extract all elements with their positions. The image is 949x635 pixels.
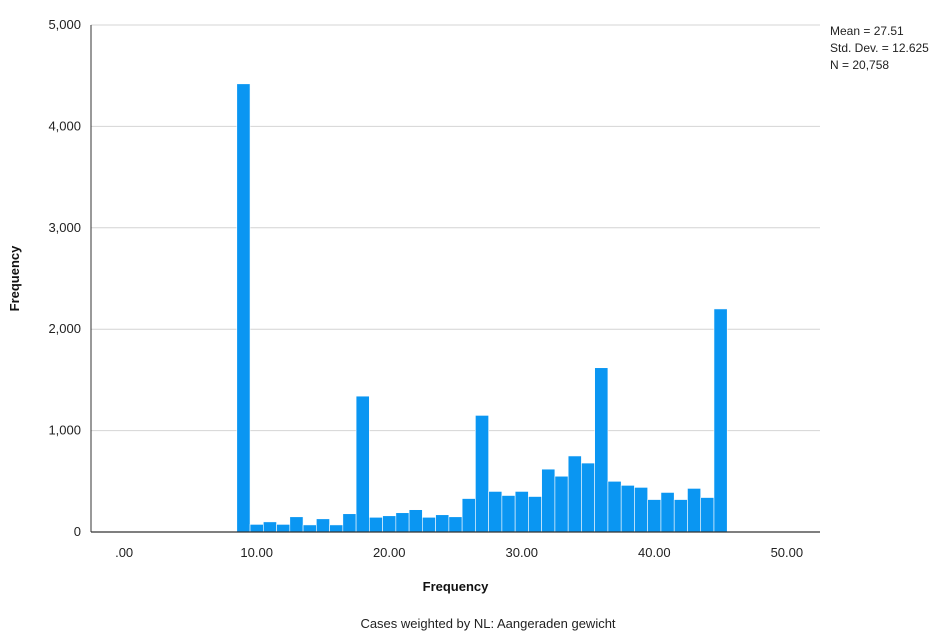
histogram-bar-7 — [329, 524, 344, 533]
y-tick-label-3: 3,000 — [48, 220, 81, 235]
stats-box: Mean = 27.51 Std. Dev. = 12.625 N = 20,7… — [830, 24, 929, 72]
stats-mean: Mean = 27.51 — [830, 24, 904, 38]
histogram-bar-9 — [355, 395, 370, 533]
y-tick-label-0: 0 — [74, 524, 81, 539]
histogram-bar-3 — [276, 524, 291, 533]
histogram-bar-36 — [713, 308, 728, 533]
stats-std-dev: Std. Dev. = 12.625 — [830, 41, 929, 55]
weighting-footnote: Cases weighted by NL: Aangeraden gewicht — [360, 616, 615, 631]
axes — [90, 25, 820, 533]
histogram-bar-13 — [408, 509, 423, 533]
gridlines — [91, 24, 820, 432]
histogram-bar-17 — [461, 498, 476, 533]
histogram-bar-24 — [554, 475, 569, 533]
histogram-bar-6 — [316, 518, 330, 533]
histogram-bar-10 — [369, 516, 383, 533]
histogram-bar-28 — [607, 480, 622, 533]
histogram-bar-32 — [660, 492, 675, 533]
histogram-bar-2 — [263, 521, 277, 533]
histogram-bar-30 — [634, 487, 648, 533]
histogram-bar-33 — [673, 499, 688, 533]
histogram-bar-22 — [528, 496, 542, 533]
histogram-bar-23 — [541, 468, 556, 533]
x-tick-label-1: 10.00 — [240, 545, 273, 560]
histogram-bar-31 — [647, 499, 662, 533]
histogram-bar-20 — [501, 495, 516, 533]
x-tick-label-5: 50.00 — [771, 545, 804, 560]
x-tick-label-0: .00 — [115, 545, 133, 560]
histogram-bar-8 — [342, 513, 357, 533]
y-tick-label-4: 4,000 — [48, 118, 81, 133]
histogram-bar-12 — [395, 512, 410, 533]
x-tick-label-4: 40.00 — [638, 545, 671, 560]
histogram-bar-14 — [422, 516, 436, 533]
histogram-bar-0 — [236, 83, 251, 533]
histogram-bar-11 — [382, 515, 397, 533]
histogram-bar-34 — [687, 488, 702, 533]
x-tick-labels: .00 10.00 20.00 30.00 40.00 50.00 — [115, 545, 803, 560]
histogram-bars — [236, 83, 728, 533]
histogram-bar-4 — [289, 516, 304, 533]
x-axis-title: Frequency — [423, 579, 490, 594]
histogram-bar-29 — [620, 485, 635, 533]
y-tick-label-5: 5,000 — [48, 17, 81, 32]
x-tick-label-3: 30.00 — [505, 545, 538, 560]
histogram-bar-26 — [581, 462, 595, 533]
histogram-bar-19 — [488, 491, 503, 533]
histogram-bar-18 — [475, 415, 489, 533]
y-tick-label-1: 1,000 — [48, 423, 81, 438]
histogram-bar-35 — [700, 497, 715, 533]
histogram-bar-27 — [594, 367, 609, 533]
histogram-bar-16 — [448, 516, 463, 533]
histogram-bar-1 — [249, 524, 264, 533]
stats-n: N = 20,758 — [830, 58, 889, 72]
y-axis-title: Frequency — [7, 245, 22, 312]
histogram-bar-15 — [435, 514, 450, 533]
y-tick-label-2: 2,000 — [48, 321, 81, 336]
x-tick-label-2: 20.00 — [373, 545, 406, 560]
y-tick-labels: 0 1,000 2,000 3,000 4,000 5,000 — [48, 17, 81, 539]
histogram-bar-25 — [567, 455, 582, 533]
histogram-bar-5 — [302, 524, 317, 533]
histogram-bar-21 — [514, 491, 529, 533]
